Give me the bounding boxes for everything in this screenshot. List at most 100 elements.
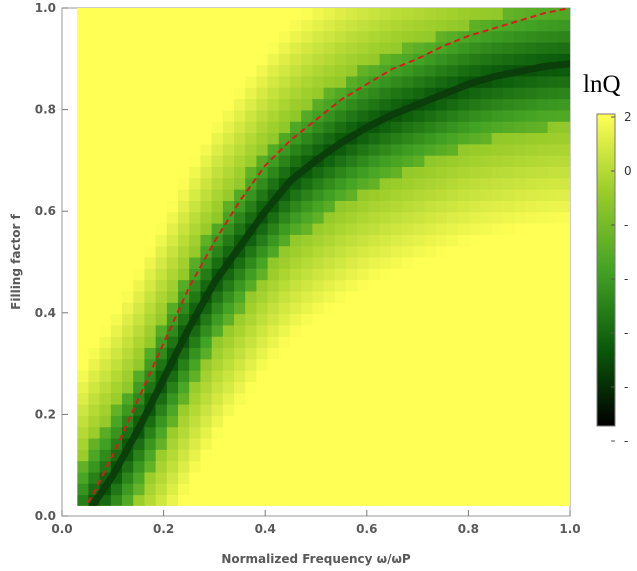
heatmap-cell: [334, 347, 347, 360]
heatmap-cell: [435, 415, 448, 428]
heatmap-cell: [435, 437, 448, 450]
heatmap-cell: [234, 460, 246, 473]
heatmap-cell: [402, 30, 414, 43]
heatmap-cell: [155, 234, 168, 247]
heatmap-cell: [166, 392, 179, 405]
heatmap-cell: [435, 177, 448, 190]
heatmap-cell: [536, 30, 549, 43]
x-axis-label: Normalized Frequency ω/ωP: [221, 552, 411, 566]
heatmap-cell: [346, 8, 358, 20]
heatmap-cell: [77, 41, 90, 54]
heatmap-cell: [558, 143, 571, 156]
heatmap-cell: [88, 109, 101, 122]
heatmap-cell: [536, 53, 549, 66]
heatmap-cell: [222, 166, 235, 179]
heatmap-cell: [323, 75, 336, 88]
heatmap-cell: [88, 279, 101, 292]
heatmap-cell: [435, 494, 448, 506]
heatmap-cell: [155, 166, 168, 179]
heatmap-cell: [99, 211, 112, 224]
heatmap-cell: [424, 336, 437, 349]
heatmap-cell: [502, 279, 515, 292]
heatmap-cell: [435, 75, 448, 88]
heatmap-cell: [368, 234, 381, 247]
heatmap-cell: [234, 404, 246, 416]
heatmap-cell: [122, 155, 134, 168]
heatmap-cell: [189, 234, 202, 247]
heatmap-cell: [133, 313, 146, 326]
heatmap-cell: [514, 155, 526, 168]
heatmap-cell: [211, 64, 224, 77]
heatmap-cell: [547, 98, 560, 111]
heatmap-cell: [480, 211, 493, 224]
heatmap-cell: [155, 437, 168, 450]
heatmap-cell: [558, 53, 571, 66]
heatmap-cell: [178, 53, 190, 66]
heatmap-cell: [390, 347, 403, 360]
heatmap-cell: [424, 222, 437, 235]
heatmap-cell: [200, 41, 213, 54]
heatmap-cell: [435, 234, 448, 247]
heatmap-cell: [491, 471, 504, 484]
heatmap-cell: [368, 166, 381, 179]
heatmap-cell: [77, 256, 90, 269]
heatmap-cell: [189, 460, 202, 473]
heatmap-cell: [110, 222, 123, 235]
heatmap-cell: [413, 53, 426, 66]
heatmap-cell: [278, 279, 291, 292]
heatmap-cell: [480, 166, 493, 179]
heatmap-cell: [144, 143, 157, 156]
heatmap-cell: [222, 279, 235, 292]
heatmap-cell: [88, 53, 101, 66]
heatmap-cell: [278, 41, 291, 54]
heatmap-cell: [514, 87, 526, 100]
heatmap-cell: [558, 256, 571, 269]
heatmap-cell: [290, 19, 302, 32]
heatmap-cell: [211, 256, 224, 269]
heatmap-cell: [278, 234, 291, 247]
heatmap-cell: [435, 245, 448, 258]
heatmap-cell: [413, 234, 426, 247]
heatmap-cell: [267, 98, 280, 111]
heatmap-cell: [155, 404, 168, 416]
heatmap-cell: [99, 358, 112, 371]
heatmap-cell: [502, 302, 515, 315]
heatmap-cell: [424, 381, 437, 394]
heatmap-cell: [402, 200, 414, 213]
heatmap-cell: [144, 483, 157, 496]
heatmap-cell: [346, 30, 358, 43]
heatmap-cell: [178, 75, 190, 88]
heatmap-cell: [402, 268, 414, 281]
heatmap-cell: [312, 222, 325, 235]
heatmap-cell: [390, 177, 403, 190]
heatmap-cell: [390, 189, 403, 201]
heatmap-cell: [110, 324, 123, 337]
heatmap-cell: [312, 460, 325, 473]
heatmap-cell: [413, 415, 426, 428]
colorbar-tick-label: -: [624, 272, 628, 286]
heatmap-cell: [514, 75, 526, 88]
heatmap-cell: [245, 41, 258, 54]
heatmap-cell: [301, 53, 314, 66]
heatmap-cell: [346, 155, 358, 168]
heatmap-cell: [77, 189, 90, 201]
heatmap-cell: [200, 279, 213, 292]
heatmap-cell: [178, 109, 190, 122]
heatmap-cell: [491, 358, 504, 371]
heatmap-cell: [525, 279, 538, 292]
heatmap-cells: [77, 8, 571, 506]
heatmap-cell: [458, 256, 470, 269]
heatmap-cell: [491, 347, 504, 360]
heatmap-cell: [222, 87, 235, 100]
heatmap-cell: [290, 494, 302, 506]
heatmap-cell: [122, 189, 134, 201]
heatmap-cell: [525, 313, 538, 326]
heatmap-cell: [357, 347, 370, 360]
heatmap-cell: [458, 381, 470, 394]
heatmap-cell: [480, 155, 493, 168]
heatmap-cell: [323, 53, 336, 66]
heatmap-cell: [402, 358, 414, 371]
heatmap-cell: [122, 392, 134, 405]
heatmap-cell: [402, 8, 414, 20]
heatmap-cell: [222, 234, 235, 247]
